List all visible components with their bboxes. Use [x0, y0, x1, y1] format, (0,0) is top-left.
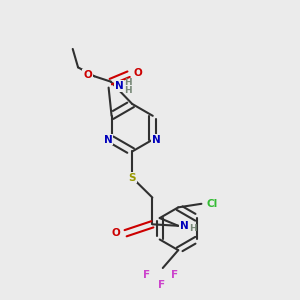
Text: N: N — [103, 135, 112, 145]
Text: Cl: Cl — [207, 199, 218, 209]
Text: F: F — [158, 280, 165, 290]
Text: S: S — [128, 172, 136, 183]
Text: F: F — [170, 269, 178, 280]
Text: H: H — [124, 86, 132, 95]
Text: O: O — [133, 68, 142, 78]
Text: O: O — [112, 228, 120, 238]
Text: N: N — [152, 135, 161, 145]
Text: N: N — [115, 81, 123, 91]
Text: O: O — [83, 70, 92, 80]
Text: N: N — [180, 221, 188, 231]
Text: H: H — [124, 78, 132, 87]
Text: H: H — [190, 224, 197, 233]
Text: F: F — [143, 269, 150, 280]
